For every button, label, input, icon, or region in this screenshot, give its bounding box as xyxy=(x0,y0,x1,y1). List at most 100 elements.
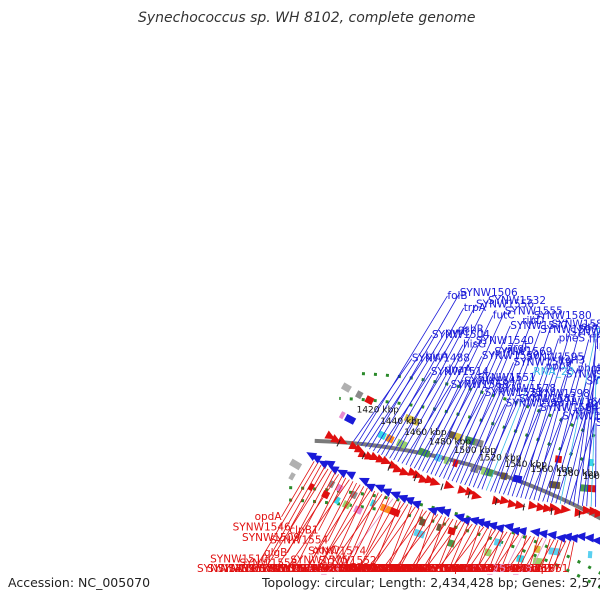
gene-label-murA: murA xyxy=(490,563,519,575)
genome-title: Synechococcus sp. WH 8102, complete geno… xyxy=(138,10,476,26)
dotted-ring-0 xyxy=(353,371,600,441)
forward-gene-2 xyxy=(591,536,600,545)
forward-gene-31 xyxy=(358,477,370,487)
gene-label-SYNW1518: SYNW1518 xyxy=(260,563,318,575)
gene-label-SYNW1585: SYNW1585 xyxy=(355,563,413,575)
gene-label-RNA_26: RNA_26 xyxy=(491,563,532,575)
gene-label-RNA_24: RNA_24 xyxy=(596,327,600,339)
leader-SYNW1546 xyxy=(290,466,325,528)
forward-gene-36 xyxy=(318,460,330,470)
gene-label-clpP: clpP xyxy=(532,563,554,575)
gene-label-SYNW1610: SYNW1610 xyxy=(562,411,600,423)
tick-label-6: 1480 kbp xyxy=(429,438,472,448)
leader-SYNW1564 xyxy=(397,509,424,570)
reverse-gene-15 xyxy=(491,495,503,505)
gene-label-SYNW1556: SYNW1556 xyxy=(476,299,534,311)
forward-gene-27 xyxy=(389,491,401,500)
function-block-10 xyxy=(340,382,352,393)
gene-label-glgB: glgB xyxy=(264,547,287,559)
leader-pppK xyxy=(498,366,546,494)
leader-SYNW1593 xyxy=(464,403,506,486)
gene-label-ftsH3: ftsH3 xyxy=(558,355,586,367)
reverse-gene-20 xyxy=(429,477,441,486)
function-block-47 xyxy=(483,548,492,557)
gene-label-SYNW1652: SYNW1652 xyxy=(596,417,600,429)
gene-label-SYNW1489: SYNW1489 xyxy=(197,563,255,575)
forward-gene-30 xyxy=(364,483,376,493)
leader-SYNW1561 xyxy=(414,513,435,570)
gene-label-SYNW1537: SYNW1537 xyxy=(250,563,308,575)
gene-label-spoU: spoU xyxy=(596,362,600,374)
function-block-35 xyxy=(436,523,442,532)
gene-label-layer: SYNW1652 ffs hemN codA spoU lpdA trpC SYNW1639 R… xyxy=(197,287,600,575)
gene-label-SYNW1513: SYNW1513 xyxy=(228,563,286,575)
tick-mark-7 xyxy=(387,463,392,471)
tick-label-9: 1420 kbp xyxy=(357,405,400,415)
leader-SYNW1606 xyxy=(488,531,504,570)
leader-SYNW1619 xyxy=(551,381,587,503)
tick-mark-9 xyxy=(336,439,341,447)
leader-ftsH3 xyxy=(511,360,558,497)
gene-label-SYNW1584: SYNW1584 xyxy=(540,402,598,414)
leader-mnmA xyxy=(507,535,531,570)
reverse-gene-4 xyxy=(582,505,593,515)
gene-label-SYNW1549: SYNW1549 xyxy=(341,563,399,575)
leader-SYNW1608 xyxy=(516,402,554,498)
gene-label-folB: folB xyxy=(447,290,467,302)
tick-label-7: 1460 kbp xyxy=(404,428,447,438)
gene-label-SYNW1558: SYNW1558 xyxy=(239,558,297,570)
gene-label-SYNW1540: SYNW1540 xyxy=(476,335,534,347)
gene-label-SYNW1545: SYNW1545 xyxy=(312,563,370,575)
leader-SYNW1571 xyxy=(438,393,485,478)
function-block-36 xyxy=(418,517,427,527)
leader-SYNW1518 xyxy=(317,486,365,570)
tick-mark-4 xyxy=(467,491,471,499)
gene-label-coxC: coxC xyxy=(313,545,338,557)
function-block-2 xyxy=(473,438,484,448)
leader-SYNW1625 xyxy=(492,532,512,570)
gene-label-SYNW1577: SYNW1577 xyxy=(510,320,568,332)
summary-text: Topology: circular; Length: 2,434,428 bp… xyxy=(261,575,600,590)
forward-gene-18 xyxy=(468,516,480,526)
leader-SYNW1563 xyxy=(422,518,454,570)
gene-label-SYNW1589: SYNW1589 xyxy=(406,563,464,575)
function-block-9 xyxy=(355,390,364,400)
gene-label-SYNW1555: SYNW1555 xyxy=(505,305,563,317)
leader-SYNW1540 xyxy=(409,341,477,467)
tick-mark-2 xyxy=(522,503,525,511)
leader-SYNW1610 xyxy=(529,416,563,500)
tick-label-3: 1540 kbp xyxy=(505,460,548,470)
forward-gene-32 xyxy=(345,471,357,480)
gene-label-pheS: pheS xyxy=(559,333,586,345)
connector-layer xyxy=(254,292,597,570)
forward-gene-5 xyxy=(567,533,579,543)
leader-SYNW1534 xyxy=(316,489,372,570)
leader-hisG xyxy=(397,344,464,462)
gene-label-SYNW1594: SYNW1594 xyxy=(566,369,600,381)
leader-SYNW1574 xyxy=(365,497,390,552)
leader-SYNW1541 xyxy=(413,381,465,469)
gene-label-SYNW1608: SYNW1608 xyxy=(553,397,600,409)
leader-SYNW1552 xyxy=(376,501,401,562)
gene-label-cobD: cobD xyxy=(525,563,552,575)
forward-gene-9 xyxy=(537,529,548,539)
leader-pheS xyxy=(507,338,559,496)
gene-label-cobL: cobL xyxy=(444,563,469,575)
reverse-gene-25 xyxy=(399,466,411,476)
gene-label-SYNW1565: SYNW1565 xyxy=(368,563,426,575)
function-block-18 xyxy=(480,467,488,476)
leader-era xyxy=(533,326,582,501)
gene-label-SYNW1571: SYNW1571 xyxy=(485,387,543,399)
leader-SYNW1509 xyxy=(299,472,336,539)
reverse-gene-14 xyxy=(499,495,511,505)
leader-futC xyxy=(418,315,494,470)
gene-label-SYNW1514: SYNW1514 xyxy=(431,366,489,378)
gene-label-SYNW1541: SYNW1541 xyxy=(464,376,522,388)
leader-SYNW1579 xyxy=(460,362,514,484)
gene-label-SYNW1543: SYNW1543 xyxy=(270,563,328,575)
leader-SYNW1545 xyxy=(369,504,409,570)
gene-label-SYNW1552: SYNW1552 xyxy=(319,555,377,567)
gene-label-SYNW1657: SYNW1657 xyxy=(502,563,560,575)
